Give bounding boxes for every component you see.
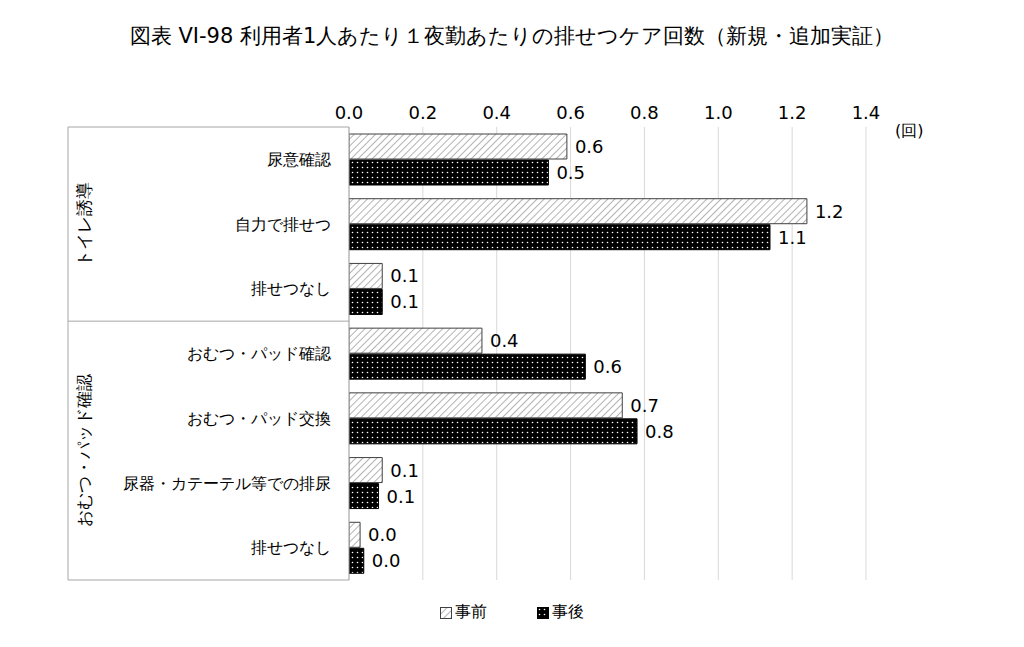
svg-text:1.1: 1.1 [778,227,807,248]
svg-text:0.1: 0.1 [387,486,416,507]
svg-text:0.0: 0.0 [335,102,364,123]
svg-text:尿意確認: 尿意確認 [267,150,331,169]
svg-text:0.1: 0.1 [390,291,419,312]
svg-text:0.4: 0.4 [490,330,519,351]
svg-text:1.2: 1.2 [778,102,807,123]
svg-text:0.1: 0.1 [390,460,419,481]
svg-text:0.8: 0.8 [630,102,659,123]
svg-text:1.0: 1.0 [704,102,733,123]
svg-text:1.4: 1.4 [852,102,881,123]
svg-text:0.6: 0.6 [575,136,604,157]
svg-text:0.4: 0.4 [482,102,511,123]
svg-text:尿器・カテーテル等での排尿: 尿器・カテーテル等での排尿 [123,474,331,493]
svg-text:0.8: 0.8 [645,421,674,442]
svg-text:0.2: 0.2 [409,102,438,123]
svg-text:排せつなし: 排せつなし [251,279,331,298]
html-text:(回): (回) [895,121,924,140]
svg-text:0.6: 0.6 [593,356,622,377]
svg-text:おむつ・パッド確認: おむつ・パッド確認 [74,374,94,527]
svg-text:0.0: 0.0 [368,524,397,545]
svg-text:排せつなし: 排せつなし [251,538,331,557]
html-text:事後: 事後 [552,602,584,621]
svg-text:おむつ・パッド確認: おむつ・パッド確認 [187,344,331,363]
svg-text:0.1: 0.1 [390,265,419,286]
svg-text:自力で排せつ: 自力で排せつ [235,215,331,234]
svg-text:0.7: 0.7 [630,395,659,416]
svg-text:0.6: 0.6 [556,102,585,123]
html-text:事前: 事前 [455,602,487,621]
svg-text:トイレ誘導: トイレ誘導 [74,182,94,267]
svg-text:0.0: 0.0 [372,550,401,571]
svg-text:おむつ・パッド交換: おむつ・パッド交換 [187,409,331,428]
html-text:図表 VI-98 利用者1人あたり１夜勤あたりの排せつケア回: 図表 VI-98 利用者1人あたり１夜勤あたりの排せつケア回数（新規・追加実証） [129,24,895,48]
svg-text:0.5: 0.5 [556,162,585,183]
svg-text:1.2: 1.2 [815,201,844,222]
